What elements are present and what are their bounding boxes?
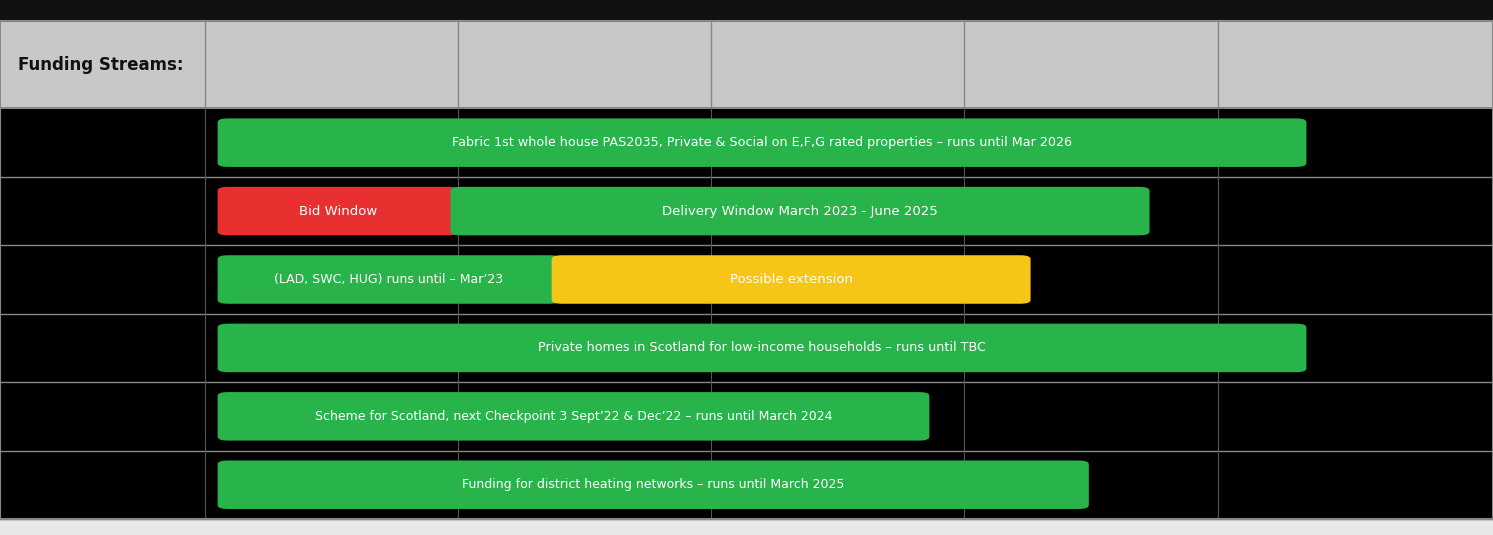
Text: Fabric 1st whole house PAS2035, Private & Social on E,F,G rated properties – run: Fabric 1st whole house PAS2035, Private … [452, 136, 1072, 149]
Text: Possible extension: Possible extension [730, 273, 853, 286]
Text: Funding for district heating networks – runs until March 2025: Funding for district heating networks – … [461, 478, 845, 491]
FancyBboxPatch shape [218, 255, 560, 304]
FancyBboxPatch shape [218, 324, 1306, 372]
FancyBboxPatch shape [451, 187, 1150, 235]
FancyBboxPatch shape [0, 382, 1493, 450]
Text: Private homes in Scotland for low-income households – runs until TBC: Private homes in Scotland for low-income… [537, 341, 985, 354]
FancyBboxPatch shape [0, 245, 1493, 314]
FancyBboxPatch shape [551, 255, 1030, 304]
FancyBboxPatch shape [0, 314, 1493, 382]
FancyBboxPatch shape [0, 450, 1493, 519]
FancyBboxPatch shape [0, 177, 1493, 245]
Text: Scheme for Scotland, next Checkpoint 3 Sept’22 & Dec’22 – runs until March 2024: Scheme for Scotland, next Checkpoint 3 S… [315, 410, 832, 423]
Text: Bid Window: Bid Window [299, 204, 378, 218]
FancyBboxPatch shape [0, 0, 1493, 21]
FancyBboxPatch shape [218, 461, 1088, 509]
FancyBboxPatch shape [218, 118, 1306, 167]
FancyBboxPatch shape [0, 21, 1493, 109]
FancyBboxPatch shape [0, 109, 1493, 177]
FancyBboxPatch shape [218, 187, 458, 235]
FancyBboxPatch shape [218, 392, 929, 441]
Text: (LAD, SWC, HUG) runs until – Mar’23: (LAD, SWC, HUG) runs until – Mar’23 [275, 273, 503, 286]
Text: Delivery Window March 2023 - June 2025: Delivery Window March 2023 - June 2025 [661, 204, 938, 218]
Text: Funding Streams:: Funding Streams: [18, 56, 184, 74]
